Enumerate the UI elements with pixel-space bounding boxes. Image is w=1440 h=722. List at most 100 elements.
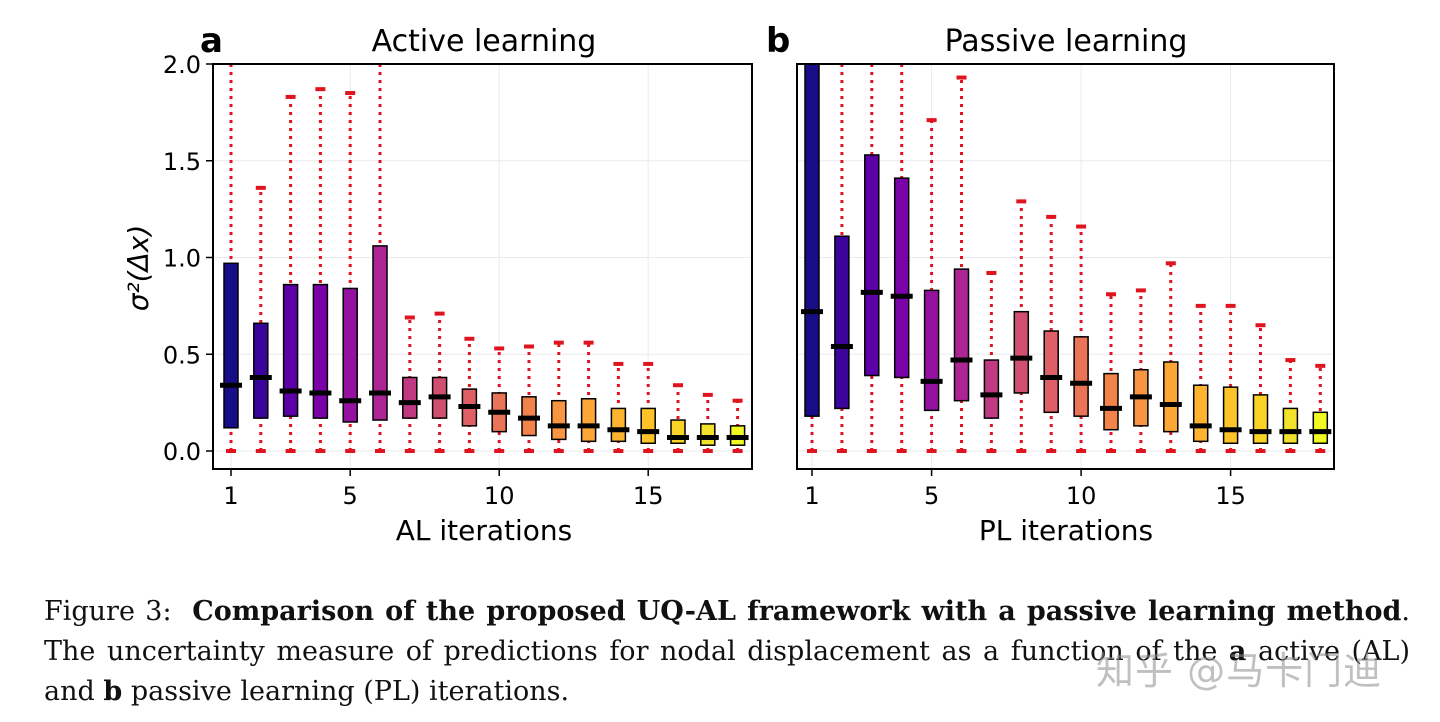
x-tick-label: 15 xyxy=(1215,482,1246,510)
iqr-box xyxy=(610,407,627,443)
caption-text-1: . The uncertainty measure of predictions… xyxy=(44,596,1410,667)
box-iteration-4 xyxy=(890,64,913,453)
box-iteration-15 xyxy=(1219,303,1242,453)
x-tick-label: 5 xyxy=(924,482,939,510)
box-iteration-12 xyxy=(1129,288,1152,453)
panel-a: a Active learning 0.00.51.01.52.0 1 5 10 15… xyxy=(122,21,753,547)
box-iteration-8 xyxy=(428,311,451,453)
x-tick-label: 1 xyxy=(223,482,238,510)
box-iteration-9 xyxy=(1040,214,1063,453)
iqr-box xyxy=(1043,330,1059,414)
iqr-box xyxy=(1312,411,1329,445)
box-iteration-7 xyxy=(980,270,1003,453)
y-tick-label: 2.0 xyxy=(163,51,201,79)
panel-b-title: Passive learning xyxy=(945,24,1188,59)
iqr-box xyxy=(804,63,820,417)
boxes-b xyxy=(801,63,1332,453)
box-iteration-5 xyxy=(339,91,362,453)
iqr-box xyxy=(1192,384,1209,443)
iqr-box xyxy=(312,283,329,419)
iqr-box xyxy=(953,268,970,402)
figure-svg: a Active learning 0.00.51.01.52.0 1 5 10 15… xyxy=(122,21,1335,547)
x-ticks-b: 1 5 10 15 xyxy=(804,469,1246,510)
box-iteration-18 xyxy=(726,398,749,453)
iqr-box xyxy=(864,154,880,377)
iqr-box xyxy=(834,235,850,410)
iqr-box xyxy=(1222,386,1239,445)
iqr-box xyxy=(983,359,1000,419)
plot-frame-a xyxy=(212,63,753,470)
box-iteration-14 xyxy=(607,361,630,453)
box-iteration-1 xyxy=(801,63,823,453)
iqr-box xyxy=(923,289,940,412)
caption-ref-a: a xyxy=(1228,636,1247,667)
box-iteration-12 xyxy=(547,340,570,453)
box-iteration-15 xyxy=(637,361,660,453)
caption-figure-label: Figure 3: xyxy=(44,596,172,627)
box-iteration-2 xyxy=(830,64,853,453)
box-iteration-11 xyxy=(518,344,540,453)
iqr-box xyxy=(372,245,388,421)
y-tick-label: 0.5 xyxy=(163,341,201,369)
iqr-box xyxy=(700,423,716,446)
box-iteration-17 xyxy=(1279,358,1302,453)
box-iteration-6 xyxy=(950,75,973,453)
watermark: 知乎 @马卡门迪 xyxy=(1096,649,1383,693)
iqr-box xyxy=(640,407,656,445)
box-iteration-9 xyxy=(458,336,481,453)
box-iteration-17 xyxy=(696,392,719,453)
boxes-a xyxy=(220,64,749,453)
box-iteration-13 xyxy=(1159,261,1182,453)
panel-b: b Passive learning 1 5 10 15 PL iterations xyxy=(766,21,1335,547)
box-iteration-7 xyxy=(398,315,421,453)
box-iteration-4 xyxy=(309,87,332,453)
iqr-box xyxy=(402,376,418,419)
iqr-box xyxy=(1282,407,1299,445)
x-tick-label: 15 xyxy=(633,482,664,510)
box-iteration-16 xyxy=(667,383,689,453)
iqr-box xyxy=(1252,394,1269,445)
iqr-box xyxy=(282,283,299,417)
box-iteration-1 xyxy=(220,64,242,453)
x-tick-label: 10 xyxy=(484,482,515,510)
iqr-box xyxy=(551,399,567,441)
iqr-box xyxy=(580,398,597,443)
box-iteration-3 xyxy=(860,64,883,453)
box-iteration-6 xyxy=(369,64,391,453)
x-tick-label: 5 xyxy=(343,482,358,510)
box-iteration-18 xyxy=(1309,363,1332,453)
box-iteration-2 xyxy=(249,185,272,453)
caption-text-2: active (AL) and xyxy=(44,636,1410,707)
iqr-box xyxy=(1073,336,1089,417)
iqr-box xyxy=(893,177,910,379)
y-ticks-a: 0.0 0.5 1.0 1.5 2.0 xyxy=(163,51,213,466)
box-iteration-16 xyxy=(1249,323,1272,453)
x-axis-label-b: PL iterations xyxy=(979,514,1153,547)
y-tick-label: 1.0 xyxy=(163,245,201,273)
panel-label-a: a xyxy=(200,21,223,61)
y-tick-label: 0.0 xyxy=(163,438,201,466)
panel-a-title: Active learning xyxy=(372,24,597,59)
y-axis-label: σ²(Δx) xyxy=(122,225,155,312)
iqr-box xyxy=(342,287,358,423)
box-iteration-8 xyxy=(1010,199,1033,453)
caption-bold-title: Comparison of the proposed UQ-AL framewo… xyxy=(192,596,1402,627)
box-iteration-10 xyxy=(488,346,511,453)
box-iteration-11 xyxy=(1100,292,1122,453)
iqr-box xyxy=(1163,361,1179,433)
iqr-box xyxy=(1013,310,1030,394)
figure-caption: Figure 3: Comparison of the proposed UQ-… xyxy=(44,592,1410,712)
box-iteration-5 xyxy=(920,118,943,453)
box-iteration-14 xyxy=(1189,303,1212,453)
x-tick-label: 10 xyxy=(1066,482,1097,510)
x-axis-label-a: AL iterations xyxy=(396,514,573,547)
x-tick-label: 1 xyxy=(804,482,819,510)
caption-text-3: passive learning (PL) iterations. xyxy=(122,676,570,707)
box-iteration-10 xyxy=(1070,224,1093,453)
x-ticks-a: 1 5 10 15 xyxy=(223,469,663,510)
caption-ref-b: b xyxy=(103,676,123,707)
plot-frame-b xyxy=(796,63,1335,470)
box-iteration-3 xyxy=(279,94,302,453)
panel-label-b: b xyxy=(766,21,790,61)
box-iteration-13 xyxy=(577,340,600,453)
